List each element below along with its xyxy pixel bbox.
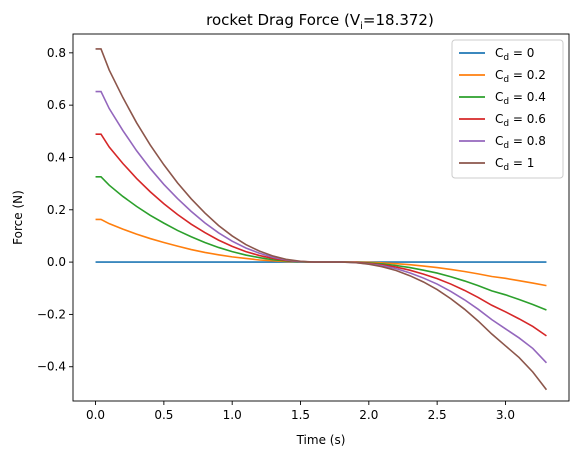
x-tick-label: 2.5 <box>428 408 447 422</box>
y-tick-label: 0.8 <box>47 46 66 60</box>
y-tick-label: −0.4 <box>37 360 66 374</box>
chart-title: rocket Drag Force (Vi=18.372) <box>206 11 434 32</box>
x-tick-label: 1.0 <box>223 408 242 422</box>
y-tick-label: 0.2 <box>47 203 66 217</box>
x-axis-label: Time (s) <box>296 433 346 447</box>
x-tick-label: 0.5 <box>154 408 173 422</box>
legend: Cd = 0Cd = 0.2Cd = 0.4Cd = 0.6Cd = 0.8Cd… <box>452 40 563 178</box>
chart-title-tail: =18.372) <box>363 11 434 29</box>
x-tick-label: 1.5 <box>291 408 310 422</box>
y-tick-label: −0.2 <box>37 307 66 321</box>
y-tick-label: 0.0 <box>47 255 66 269</box>
x-tick-label: 0.0 <box>86 408 105 422</box>
y-axis-label: Force (N) <box>11 190 25 245</box>
x-tick-label: 2.0 <box>359 408 378 422</box>
y-tick-label: 0.4 <box>47 150 66 164</box>
chart-title-main: rocket Drag Force (V <box>206 11 361 29</box>
x-tick-label: 3.0 <box>496 408 515 422</box>
y-tick-label: 0.6 <box>47 98 66 112</box>
